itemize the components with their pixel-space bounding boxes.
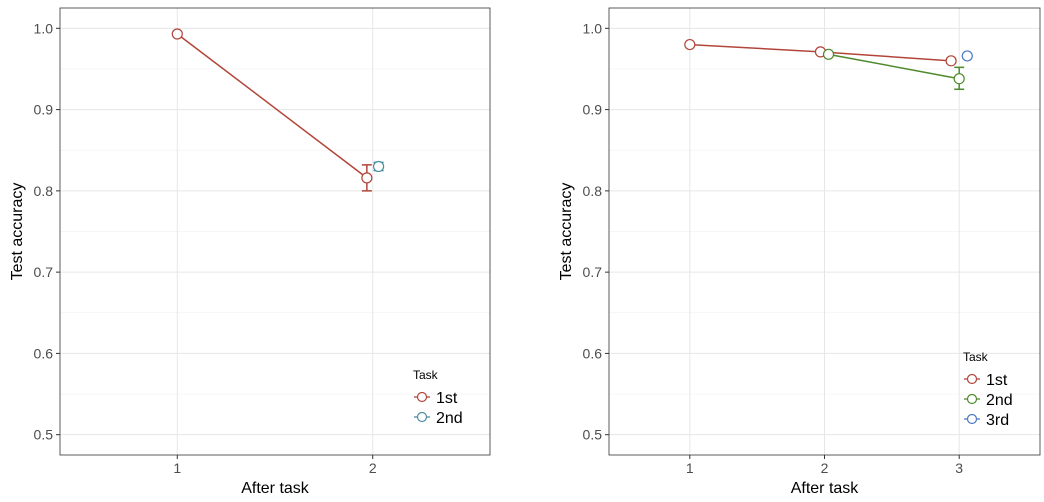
series-2nd <box>372 160 385 173</box>
data-point <box>961 50 973 62</box>
panel-2: 0.5 0.6 0.7 0.8 0.9 1.0 1 2 3 After task Test accu… <box>558 7 1041 497</box>
legend-key-marker <box>416 391 428 403</box>
x-axis-label: After task <box>241 480 310 497</box>
y-tick-label: 0.7 <box>34 264 54 280</box>
y-tick-label: 0.9 <box>583 102 603 118</box>
legend-title: Task <box>413 368 439 382</box>
series-2nd <box>822 48 965 91</box>
data-point <box>684 38 696 51</box>
y-tick-label: 0.5 <box>34 427 54 443</box>
legend-key-marker <box>966 393 978 405</box>
y-tick-label: 0.6 <box>34 345 54 361</box>
series-1st <box>171 28 373 192</box>
data-point <box>822 48 835 60</box>
data-point <box>372 160 385 173</box>
y-axis-label: Test accuracy <box>9 183 26 281</box>
legend-key-marker <box>966 413 978 425</box>
x-axis-label: After task <box>791 480 860 497</box>
y-tick-label: 1.0 <box>583 20 603 36</box>
legend-key-marker <box>416 411 428 423</box>
legend-label: 2nd <box>986 392 1013 409</box>
series-line <box>828 53 960 80</box>
series-3rd <box>961 50 973 62</box>
y-axis-label: Test accuracy <box>558 183 575 281</box>
x-tick-label: 2 <box>821 460 829 476</box>
x-tick-label: 1 <box>686 460 694 476</box>
y-tick-label: 0.5 <box>583 427 603 443</box>
y-tick-label: 1.0 <box>34 20 54 36</box>
plot-border <box>59 7 491 456</box>
legend-label: 3rd <box>986 412 1009 429</box>
legend: Task 1st 2nd 3rd <box>963 350 1013 429</box>
y-tick-label: 0.8 <box>34 183 54 199</box>
x-tick-label: 1 <box>173 460 181 476</box>
y-tick-label: 0.7 <box>583 264 603 280</box>
series-line <box>176 33 368 179</box>
y-tick-label: 0.8 <box>583 183 603 199</box>
legend-key-marker <box>966 373 978 385</box>
x-tick-label: 3 <box>955 460 963 476</box>
y-tick-label: 0.6 <box>583 345 603 361</box>
legend: Task 1st 2nd <box>413 368 463 427</box>
series-1st <box>684 38 957 67</box>
y-tick-label: 0.9 <box>34 102 54 118</box>
data-point <box>361 172 373 184</box>
panel-1: 0.5 0.6 0.7 0.8 0.9 1.0 1 2 After task Test accur… <box>9 7 491 497</box>
x-tick-label: 2 <box>369 460 377 476</box>
legend-label: 1st <box>986 372 1008 389</box>
data-point <box>945 55 957 67</box>
data-point <box>171 28 183 40</box>
legend-label: 1st <box>436 390 458 407</box>
legend-label: 2nd <box>436 410 463 427</box>
legend-title: Task <box>963 350 989 364</box>
data-point <box>953 73 965 85</box>
plot-border <box>608 7 1041 456</box>
